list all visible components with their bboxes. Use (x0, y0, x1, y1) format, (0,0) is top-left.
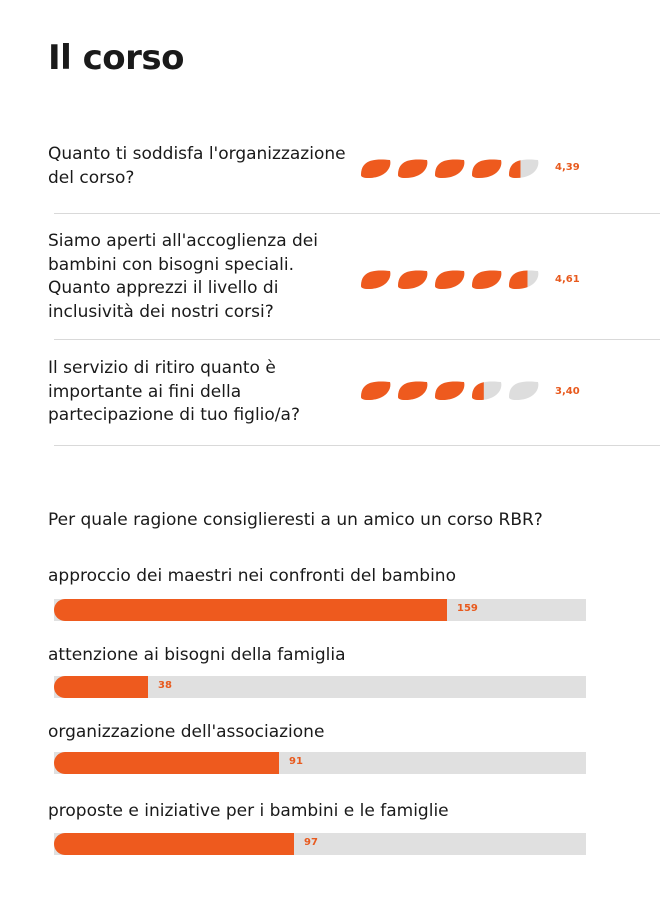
bar-value-label: 97 (304, 837, 318, 848)
rating-question: Quanto ti soddisfa l'organizzazione del … (48, 144, 346, 188)
rating-icon-set (361, 270, 539, 289)
rating-score: 4,61 (555, 274, 580, 285)
bar-category-label: approccio dei maestri nei confronti del … (48, 566, 456, 586)
rating-icon-filled (472, 159, 502, 178)
chart-title: Per quale ragione consiglieresti a un am… (48, 510, 543, 530)
rating-icon-filled (398, 381, 428, 400)
divider (54, 339, 660, 340)
rating-icon-empty (509, 381, 539, 400)
rating-icon-filled (509, 270, 528, 289)
bar-track: 97 (54, 833, 586, 855)
rating-icon-filled (472, 382, 484, 400)
rating-icon-filled (361, 270, 391, 289)
divider (54, 213, 660, 214)
rating-icon-filled (398, 270, 428, 289)
bar-value-label: 91 (289, 756, 303, 767)
rating-icon-filled (509, 160, 521, 178)
page-title: Il corso (48, 38, 185, 78)
bar-category-label: attenzione ai bisogni della famiglia (48, 645, 346, 665)
divider (54, 445, 660, 446)
rating-icon-filled (472, 270, 502, 289)
rating-icon-filled (361, 381, 391, 400)
bar-fill (54, 833, 294, 855)
rating-score: 3,40 (555, 386, 580, 397)
bar-fill (54, 599, 447, 621)
rating-icons (360, 268, 545, 290)
rating-icon-filled (435, 270, 465, 289)
rating-icons (360, 379, 545, 401)
bar-track: 159 (54, 599, 586, 621)
bar-track: 38 (54, 676, 586, 698)
bar-fill (54, 676, 148, 698)
bar-category-label: proposte e iniziative per i bambini e le… (48, 801, 449, 821)
bar-value-label: 159 (457, 603, 478, 614)
rating-icon-filled (435, 159, 465, 178)
bar-track: 91 (54, 752, 586, 774)
rating-icon-filled (361, 159, 391, 178)
bar-value-label: 38 (158, 680, 172, 691)
bar-fill (54, 752, 279, 774)
rating-icon-set (361, 381, 539, 400)
bar-category-label: organizzazione dell'associazione (48, 722, 325, 742)
rating-score: 4,39 (555, 162, 580, 173)
rating-icon-filled (435, 381, 465, 400)
rating-icon-set (361, 159, 539, 178)
rating-question: Siamo aperti all'accoglienza dei bambini… (48, 231, 318, 322)
rating-question: Il servizio di ritiro quanto è important… (48, 358, 300, 425)
rating-icon-filled (398, 159, 428, 178)
rating-icons (360, 157, 545, 179)
